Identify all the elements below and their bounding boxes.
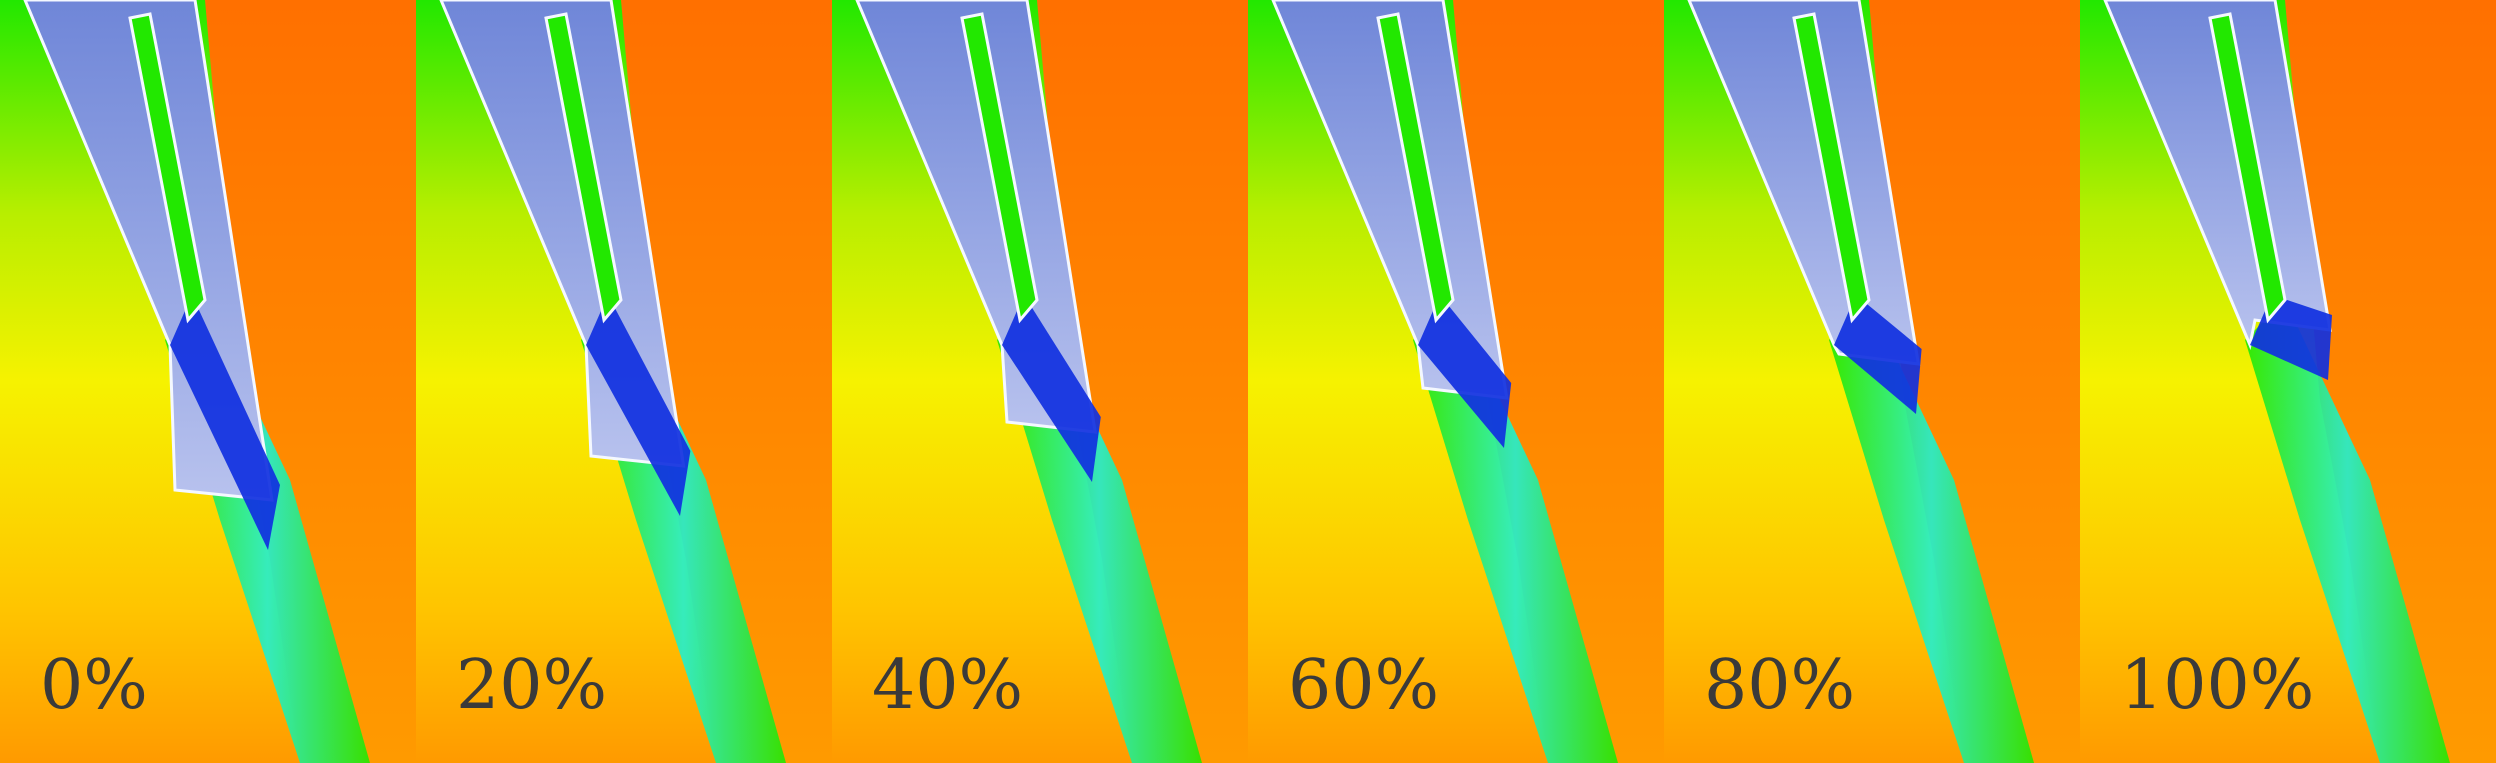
contour-plot — [416, 0, 832, 763]
wake-jet — [1829, 300, 2034, 763]
blade — [128, 12, 207, 324]
panel-4: 80% — [1664, 0, 2080, 763]
high-pressure-region — [2285, 0, 2496, 763]
contour-plot — [0, 0, 416, 763]
high-pressure-region — [1453, 0, 1664, 763]
low-pressure-pocket — [586, 295, 691, 516]
high-pressure-region — [1869, 0, 2080, 763]
panel-3: 60% — [1248, 0, 1664, 763]
high-pressure-region — [205, 0, 416, 763]
blade — [544, 12, 623, 324]
panel-label: 20% — [456, 646, 608, 725]
panel-label: 60% — [1288, 646, 1440, 725]
low-pressure-pocket — [1834, 295, 1922, 414]
panel-0: 0% — [0, 0, 416, 763]
panel-5: 100% — [2080, 0, 2496, 763]
blade — [1376, 12, 1455, 324]
blade — [1792, 12, 1871, 324]
contour-plot — [1248, 0, 1664, 763]
panel-2: 40% — [832, 0, 1248, 763]
contour-plot — [2080, 0, 2496, 763]
high-pressure-region — [621, 0, 832, 763]
panel-label: 40% — [872, 646, 1024, 725]
blade — [960, 12, 1039, 324]
wake-jet — [2245, 300, 2450, 763]
wake-jet — [1413, 300, 1618, 763]
low-pressure-pocket — [170, 295, 280, 550]
panel-1: 20% — [416, 0, 832, 763]
high-pressure-region — [1037, 0, 1248, 763]
contour-plot — [832, 0, 1248, 763]
contour-plot — [1664, 0, 2080, 763]
panel-label: 80% — [1704, 646, 1856, 725]
panel-label: 100% — [2120, 646, 2315, 725]
low-pressure-pocket — [1002, 295, 1101, 482]
panel-label: 0% — [40, 646, 148, 725]
low-pressure-pocket — [1418, 295, 1512, 448]
blade — [2208, 12, 2287, 324]
